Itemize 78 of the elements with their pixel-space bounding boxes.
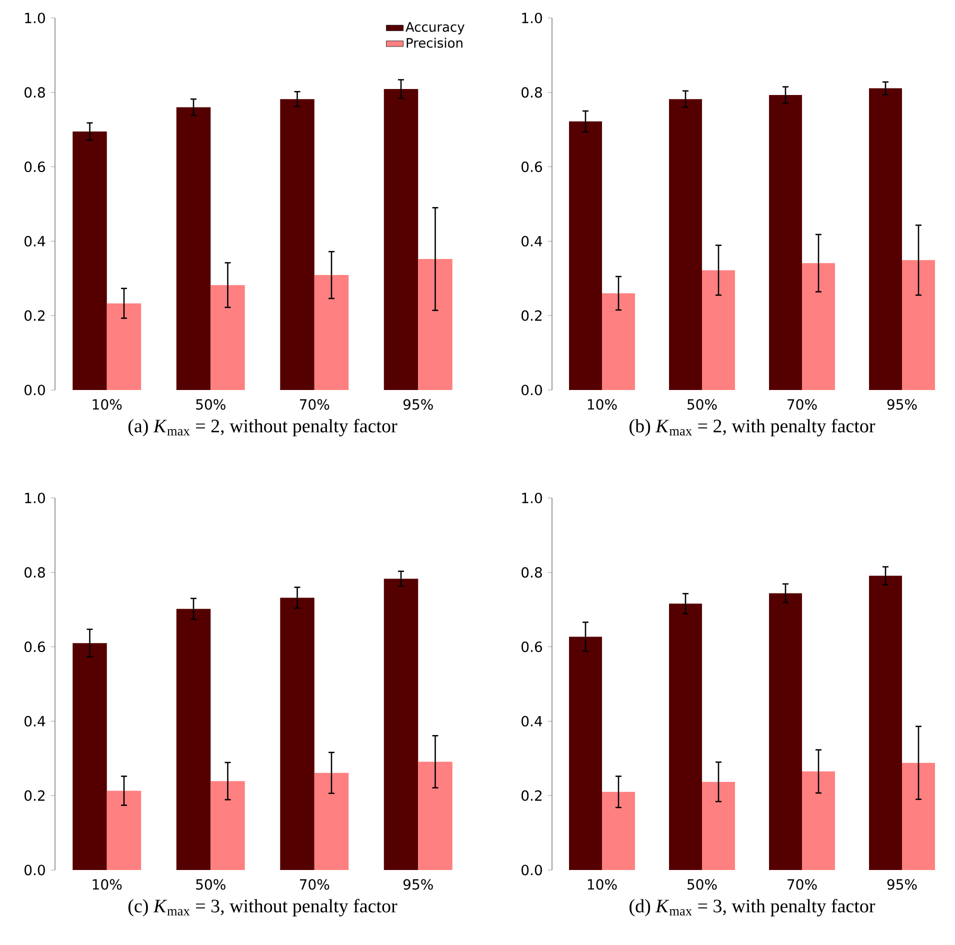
legend-label: Accuracy <box>406 22 464 34</box>
bar <box>72 643 107 870</box>
x-tick-label: 95% <box>887 399 917 410</box>
x-tick-label: 70% <box>788 399 817 410</box>
y-tick-label: 0.6 <box>24 642 46 652</box>
x-tick-label: 50% <box>196 399 226 410</box>
x-tick-label: 50% <box>196 879 226 890</box>
y-tick-label: 0.8 <box>24 567 45 578</box>
y-tick-label: 0.6 <box>24 161 46 172</box>
bar <box>106 790 142 870</box>
x-tick-label: 10% <box>588 879 617 890</box>
bar <box>418 259 452 390</box>
bar <box>802 263 836 390</box>
bar <box>802 771 836 870</box>
y-tick-label: 0.2 <box>24 790 44 801</box>
y-tick-label: 0.0 <box>522 864 542 876</box>
x-tick-label: 50% <box>688 879 717 890</box>
bar <box>314 275 349 390</box>
x-tick-label: 10% <box>588 399 617 410</box>
bar <box>669 99 702 390</box>
y-tick-label: 0.8 <box>24 87 45 98</box>
bar <box>602 293 636 390</box>
y-tick-label: 0.4 <box>24 236 46 246</box>
y-tick-label: 0.4 <box>24 716 46 726</box>
x-tick-label: 70% <box>300 879 330 890</box>
x-tick-label: 50% <box>688 399 717 410</box>
bar <box>869 576 902 870</box>
bar <box>72 131 107 390</box>
text: (b) K$_{max}$ = 2, with penalty factor <box>630 418 876 436</box>
y-tick-label: 0.4 <box>522 716 542 726</box>
bar <box>176 608 211 870</box>
bar <box>769 593 802 870</box>
bar <box>902 260 936 390</box>
x-tick-label: 95% <box>403 879 433 890</box>
bar <box>176 107 211 390</box>
y-tick-label: 0.4 <box>522 236 542 246</box>
y-tick-label: 1.0 <box>522 492 542 504</box>
legend-label: Precision <box>406 38 462 48</box>
y-tick-label: 0.8 <box>522 87 542 98</box>
y-tick-label: 0.2 <box>522 790 542 801</box>
bar <box>106 303 142 390</box>
bar <box>902 762 936 870</box>
bar <box>669 604 702 870</box>
y-tick-label: 0.2 <box>24 310 44 321</box>
x-tick-label: 10% <box>92 879 122 890</box>
bar <box>210 781 245 870</box>
bar <box>384 578 418 870</box>
bar <box>210 285 245 390</box>
y-tick-label: 0.0 <box>24 864 45 876</box>
bar <box>418 762 452 870</box>
text: (c) K$_{max}$ = 3, without penalty factor <box>128 898 398 916</box>
bar <box>702 270 736 390</box>
bar <box>602 792 636 870</box>
x-tick-label: 70% <box>300 399 330 410</box>
y-tick-label: 1.0 <box>25 492 45 504</box>
bar <box>569 121 602 390</box>
y-tick-label: 0.0 <box>522 384 542 396</box>
y-tick-label: 1.0 <box>522 12 542 24</box>
bar <box>869 88 902 390</box>
y-tick-label: 0.6 <box>522 161 542 172</box>
y-tick-label: 0.6 <box>522 642 542 652</box>
y-tick-label: 1.0 <box>25 12 45 24</box>
bar <box>702 782 736 870</box>
x-tick-label: 95% <box>887 879 917 890</box>
y-tick-label: 0.2 <box>522 310 542 321</box>
bar <box>384 89 418 390</box>
bar <box>280 598 314 870</box>
bar <box>769 94 802 390</box>
text: (a) K$_{max}$ = 2, without penalty factor <box>128 418 398 436</box>
y-tick-label: 0.0 <box>24 384 45 396</box>
x-tick-label: 95% <box>403 399 433 410</box>
bar <box>314 772 349 870</box>
y-tick-label: 0.8 <box>522 567 542 578</box>
bar <box>280 99 314 390</box>
text: (d) K$_{max}$ = 3, with penalty factor <box>630 898 876 916</box>
bar <box>569 636 602 870</box>
x-tick-label: 70% <box>788 879 817 890</box>
x-tick-label: 10% <box>92 399 122 410</box>
